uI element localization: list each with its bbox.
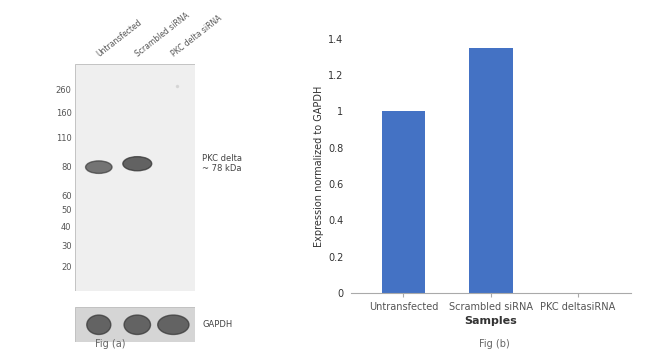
Text: Fig (b): Fig (b): [478, 340, 510, 349]
Text: PKC delta
~ 78 kDa: PKC delta ~ 78 kDa: [202, 154, 242, 173]
Ellipse shape: [123, 157, 151, 171]
Text: 110: 110: [56, 134, 72, 143]
Text: Scrambled siRNA: Scrambled siRNA: [134, 11, 192, 58]
Text: GAPDH: GAPDH: [202, 320, 233, 329]
Text: 30: 30: [61, 242, 72, 251]
Ellipse shape: [124, 315, 151, 335]
Text: 40: 40: [61, 223, 72, 232]
Y-axis label: Expression normalized to GAPDH: Expression normalized to GAPDH: [314, 85, 324, 247]
Text: 20: 20: [61, 263, 72, 272]
Bar: [382, 112, 425, 293]
Ellipse shape: [86, 315, 110, 335]
Bar: [469, 48, 513, 293]
Text: 160: 160: [56, 109, 72, 118]
Text: 80: 80: [61, 163, 72, 172]
Text: PKC delta siRNA: PKC delta siRNA: [170, 13, 224, 58]
Text: 260: 260: [56, 86, 72, 95]
Text: Untransfected: Untransfected: [96, 18, 144, 58]
Ellipse shape: [86, 161, 112, 173]
Text: 60: 60: [61, 192, 72, 201]
X-axis label: Samples: Samples: [464, 316, 517, 326]
Ellipse shape: [158, 315, 189, 335]
Text: Fig (a): Fig (a): [96, 340, 125, 349]
Text: 50: 50: [61, 206, 72, 215]
